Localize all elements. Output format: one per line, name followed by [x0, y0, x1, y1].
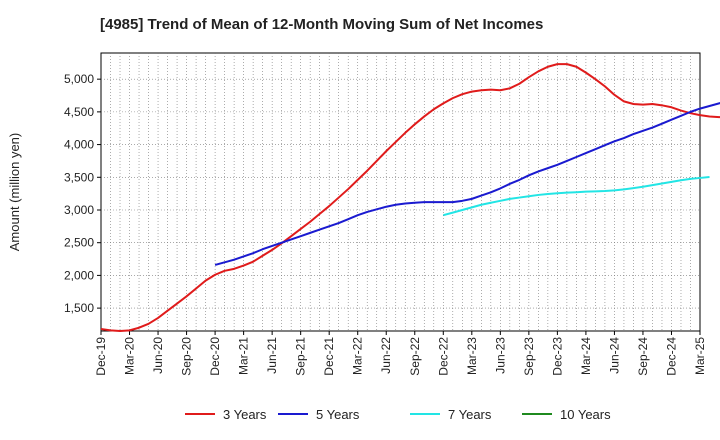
plot-area: 1,500 2,000 2,500 3,000 3,500 4,000 4,500 5,000…: [7, 52, 720, 376]
x-tick-label: Sep-21: [294, 337, 308, 376]
x-tick-label: Dec-20: [208, 337, 222, 376]
x-tick-label: Sep-24: [636, 337, 650, 376]
series-line-5-years: [214, 102, 720, 266]
x-tick-label: Jun-24: [607, 337, 621, 374]
y-tick-label: 4,000: [64, 138, 94, 152]
legend-label-3-years: 3 Years: [223, 407, 267, 422]
x-tick-label: Mar-24: [579, 337, 593, 375]
series-line-3-years: [100, 63, 720, 332]
x-tick-label: Mar-22: [351, 337, 365, 375]
legend-label-5-years: 5 Years: [316, 407, 360, 422]
x-tick-label: Mar-20: [123, 337, 137, 375]
x-tick-label: Dec-23: [550, 337, 564, 376]
legend-label-10-years: 10 Years: [560, 407, 611, 422]
x-tick-label: Mar-23: [465, 337, 479, 375]
y-tick-label: 2,500: [64, 236, 94, 250]
y-tick-label: 3,500: [64, 170, 94, 184]
y-tick-label: 3,000: [64, 203, 94, 217]
x-tick-label: Sep-23: [522, 337, 536, 376]
plot-frame: [100, 52, 701, 332]
x-tick-label: Jun-21: [265, 337, 279, 374]
x-tick-label: Jun-22: [379, 337, 393, 374]
x-tick-label: Jun-20: [151, 337, 165, 374]
x-tick-label: Jun-23: [493, 337, 507, 374]
x-tick-label: Dec-21: [322, 337, 336, 376]
y-tick-label: 5,000: [64, 72, 94, 86]
x-tick-label: Dec-19: [94, 337, 108, 376]
legend-label-7-years: 7 Years: [448, 407, 492, 422]
x-tick-label: Dec-22: [436, 337, 450, 376]
chart-title: [4985] Trend of Mean of 12-Month Moving …: [100, 16, 544, 33]
legend: 3 Years 5 Years 7 Years 10 Years: [185, 407, 611, 422]
x-tick-label: Sep-22: [408, 337, 422, 376]
y-axis-label: Amount (million yen): [7, 133, 22, 252]
x-tick-label: Mar-25: [693, 337, 707, 375]
x-tick-label: Sep-20: [180, 337, 194, 376]
y-tick-label: 4,500: [64, 105, 94, 119]
x-tick-label: Dec-24: [664, 337, 678, 376]
y-tick-label: 1,500: [64, 301, 94, 315]
y-tick-label: 2,000: [64, 268, 94, 282]
series-line-7-years: [443, 175, 710, 217]
x-tick-label: Mar-21: [237, 337, 251, 375]
